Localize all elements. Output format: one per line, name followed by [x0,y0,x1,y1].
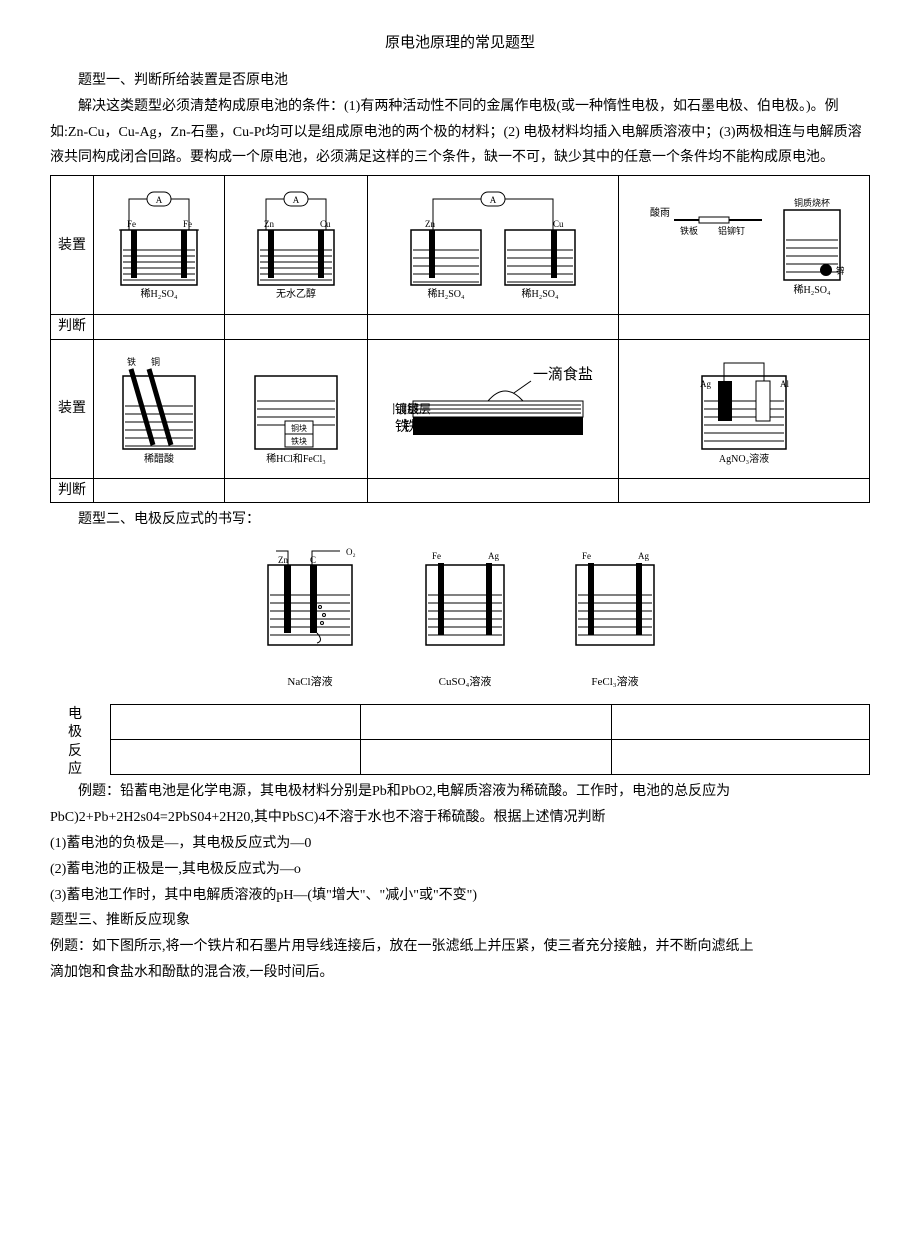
svg-text:铁板: 铁板 [680,225,698,236]
beaker-fe-fe-icon: A Fe Fe 稀H₂SO₄ [109,190,209,300]
device-cell-3: A Zn Cu 稀H₂SO₄ 稀H₂SO₄ [367,176,618,315]
svg-text:Fe: Fe [127,219,136,229]
svg-text:酸雨: 酸雨 [650,206,670,219]
device-cell-6: 铜块 铁块 稀HCl和FeCl₃ [224,339,367,478]
electrode-reaction-table [110,704,870,775]
row-label-judge-2: 判断 [51,478,94,502]
example-intro: 例题：铅蓄电池是化学电源，其电极材料分别是Pb和PbO2,电解质溶液为稀硫酸。工… [50,779,870,831]
svg-text:稀H₂SO₄: 稀H₂SO₄ [140,287,177,300]
svg-text:C: C [310,555,316,565]
svg-text:O₂: O₂ [346,547,356,557]
device-label-text: 装置 [55,228,89,263]
svg-text:Zn: Zn [425,219,435,229]
svg-text:Al: Al [780,379,789,389]
question-1: (1)蓄电池的负极是—，其电极反应式为—0 [50,831,870,857]
svg-text:Ag: Ag [700,379,711,389]
svg-text:铜质烧杯: 铜质烧杯 [794,197,830,208]
double-beaker-icon: A Zn Cu 稀H₂SO₄ 稀H₂SO₄ [403,190,583,300]
block-beaker-icon: 铜块 铁块 稀HCl和FeCl₃ [241,351,351,466]
diagram-zn-c: O₂ Zn C NaCl溶液 [250,545,370,692]
plate-cup-icon: 酸雨 铁板 铝铆钉 铜质烧杯 锌粒 稀H₂SO₄ [644,190,844,300]
device-cell-8: Ag Al AgNO₃溶液 [618,339,869,478]
svg-text:A: A [293,195,300,205]
layer-icon: 一滴食盐水 铜镀层 铜镀层 铁 铁 [393,359,593,459]
question-2: (2)蓄电池的正极是一,其电极反应式为—o [50,857,870,883]
question-3: (3)蓄电池工作时，其中电解质溶液的pH—(填"增大"、"减小"或"不变") [50,883,870,909]
svg-text:Fe: Fe [582,551,591,561]
section3-tail: 滴加饱和食盐水和酚酞的混合液,一段时间后。 [50,960,870,986]
svg-text:Cu: Cu [320,219,331,229]
rods-beaker-icon: 铁 铜 稀醋酸 [109,351,209,466]
intro-paragraph: 解决这类题型必须清楚构成原电池的条件：(1)有两种活动性不同的金属作电极(或一种… [50,94,870,172]
device-cell-7: 一滴食盐水 铜镀层 铜镀层 铁 铁 [367,339,618,478]
ag-al-beaker-icon: Ag Al AgNO₃溶液 [684,351,804,466]
svg-text:Fe: Fe [432,551,441,561]
svg-text:铝铆钉: 铝铆钉 [718,225,745,236]
diagram-fe-ag-cuso4: Fe Ag CuSO₄溶液 [410,545,520,692]
caption-cuso4: CuSO₄溶液 [410,672,520,692]
beaker-fe-ag-2-icon: Fe Ag [560,545,670,660]
section1-heading: 题型一、判断所给装置是否原电池 [50,68,870,94]
svg-text:稀H₂SO₄: 稀H₂SO₄ [793,283,830,296]
device-label-text-2: 装置 [55,391,89,426]
svg-text:Fe: Fe [183,219,192,229]
svg-text:A: A [156,195,163,205]
electrode-reaction-label: 电极反应 [50,704,100,779]
svg-text:A: A [490,195,497,205]
section3-example: 例题：如下图所示,将一个铁片和石墨片用导线连接后，放在一张滤纸上并压紧，使三者充… [50,934,870,960]
beaker-fe-ag-1-icon: Fe Ag [410,545,520,660]
svg-text:Zn: Zn [264,219,274,229]
svg-text:Cu: Cu [553,219,564,229]
svg-text:铜镀层: 铜镀层 [395,401,431,416]
svg-text:铜: 铜 [151,356,160,367]
device-cell-4: 酸雨 铁板 铝铆钉 铜质烧杯 锌粒 稀H₂SO₄ [618,176,869,315]
caption-fecl3: FeCl₃溶液 [560,672,670,692]
device-cell-5: 铁 铜 稀醋酸 [94,339,225,478]
diagram-fe-ag-fecl3: Fe Ag FeCl₃溶液 [560,545,670,692]
svg-text:稀H₂SO₄: 稀H₂SO₄ [427,287,464,300]
electrode-diagrams: O₂ Zn C NaCl溶液 Fe Ag CuSO₄溶液 Fe Ag Fe C [50,545,870,692]
svg-text:Ag: Ag [638,551,649,561]
row-label-device-2: 装置 [51,339,94,478]
beaker-zn-cu-ethanol-icon: A Zn Cu 无水乙醇 [246,190,346,300]
svg-text:锌粒: 锌粒 [836,265,844,276]
svg-text:一滴食盐水: 一滴食盐水 [533,365,593,383]
device-cell-2: A Zn Cu 无水乙醇 [224,176,367,315]
beaker-zn-c-icon: O₂ Zn C [250,545,370,660]
svg-text:AgNO₃溶液: AgNO₃溶液 [719,452,769,465]
section3-heading: 题型三、推断反应现象 [50,908,870,934]
svg-text:铁: 铁 [127,356,136,367]
svg-text:铁: 铁 [395,419,409,435]
svg-text:Ag: Ag [488,551,499,561]
device-table-1: 装置 A Fe Fe 稀H₂SO₄ A Zn Cu 无水乙醇 [50,175,870,503]
row-label-device: 装置 [51,176,94,315]
caption-nacl: NaCl溶液 [250,672,370,692]
page-title: 原电池原理的常见题型 [50,30,870,58]
svg-text:铜块: 铜块 [291,423,307,433]
svg-text:无水乙醇: 无水乙醇 [276,287,316,300]
row-label-judge-1: 判断 [51,315,94,339]
svg-text:稀H₂SO₄: 稀H₂SO₄ [521,287,558,300]
section2-heading: 题型二、电极反应式的书写： [50,507,870,533]
svg-text:铁块: 铁块 [291,436,307,446]
svg-text:Zn: Zn [278,555,288,565]
svg-text:稀HCl和FeCl₃: 稀HCl和FeCl₃ [266,452,326,465]
svg-text:稀醋酸: 稀醋酸 [144,452,174,465]
device-cell-1: A Fe Fe 稀H₂SO₄ [94,176,225,315]
